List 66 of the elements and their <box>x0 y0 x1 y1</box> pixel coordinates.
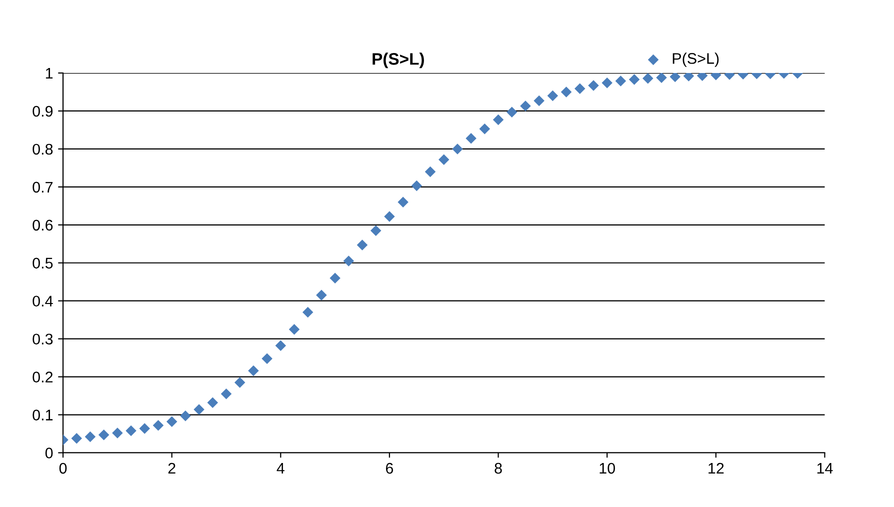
point <box>71 432 82 444</box>
point <box>112 428 123 438</box>
point <box>615 76 626 86</box>
point <box>438 154 450 165</box>
point <box>628 74 640 85</box>
x-tick-label: 8 <box>494 462 502 474</box>
y-tick-label: 0.5 <box>32 258 53 269</box>
point <box>84 431 96 442</box>
y-tick-label: 1 <box>46 68 53 79</box>
y-tick-label: 0 <box>45 448 53 458</box>
chart-title: P(S>L) <box>372 52 424 68</box>
legend-label: P(S>L) <box>672 52 719 67</box>
point <box>220 388 232 400</box>
point <box>411 180 422 192</box>
y-tick-label: 0.8 <box>32 144 53 155</box>
y-tick-label: 0.9 <box>32 106 53 117</box>
x-tick-label: 12 <box>708 462 724 474</box>
point <box>166 416 178 427</box>
point <box>602 78 612 88</box>
y-tick-label: 0.7 <box>32 182 53 193</box>
point <box>330 272 340 284</box>
x-tick-label: 0 <box>59 462 67 474</box>
point <box>534 95 544 106</box>
point <box>547 90 558 102</box>
point <box>139 423 150 434</box>
point <box>370 225 382 236</box>
x-tick-label: 10 <box>600 462 615 474</box>
point <box>194 404 204 415</box>
point <box>207 397 218 408</box>
point <box>234 377 246 388</box>
x-tick-label: 14 <box>817 463 833 474</box>
x-tick-label: 2 <box>168 462 176 474</box>
point <box>642 73 654 84</box>
point <box>588 80 599 91</box>
point <box>574 83 586 94</box>
point <box>384 211 395 222</box>
point <box>656 73 667 83</box>
point <box>520 100 531 112</box>
point <box>288 324 300 335</box>
point <box>248 365 259 376</box>
point <box>275 340 286 352</box>
y-tick-label: 0.1 <box>32 410 53 420</box>
point <box>398 196 408 208</box>
point <box>343 256 354 266</box>
point <box>452 144 463 154</box>
point <box>670 73 680 82</box>
y-tick-label: 0.3 <box>32 334 53 345</box>
point <box>466 132 476 144</box>
point <box>126 425 136 436</box>
y-tick-label: 0.6 <box>32 220 53 231</box>
point <box>506 106 518 118</box>
point <box>560 86 572 98</box>
point <box>492 114 504 126</box>
point <box>302 306 314 318</box>
x-tick-label: 6 <box>386 462 394 474</box>
point <box>152 420 164 431</box>
point <box>356 240 368 250</box>
point <box>479 123 490 134</box>
point <box>98 430 110 440</box>
point <box>316 290 327 301</box>
x-tick-label: 4 <box>276 463 284 474</box>
point <box>262 353 272 364</box>
y-tick-label: 0.4 <box>32 296 53 307</box>
point <box>424 166 436 178</box>
y-tick-label: 0.2 <box>32 372 53 382</box>
point <box>180 410 191 422</box>
